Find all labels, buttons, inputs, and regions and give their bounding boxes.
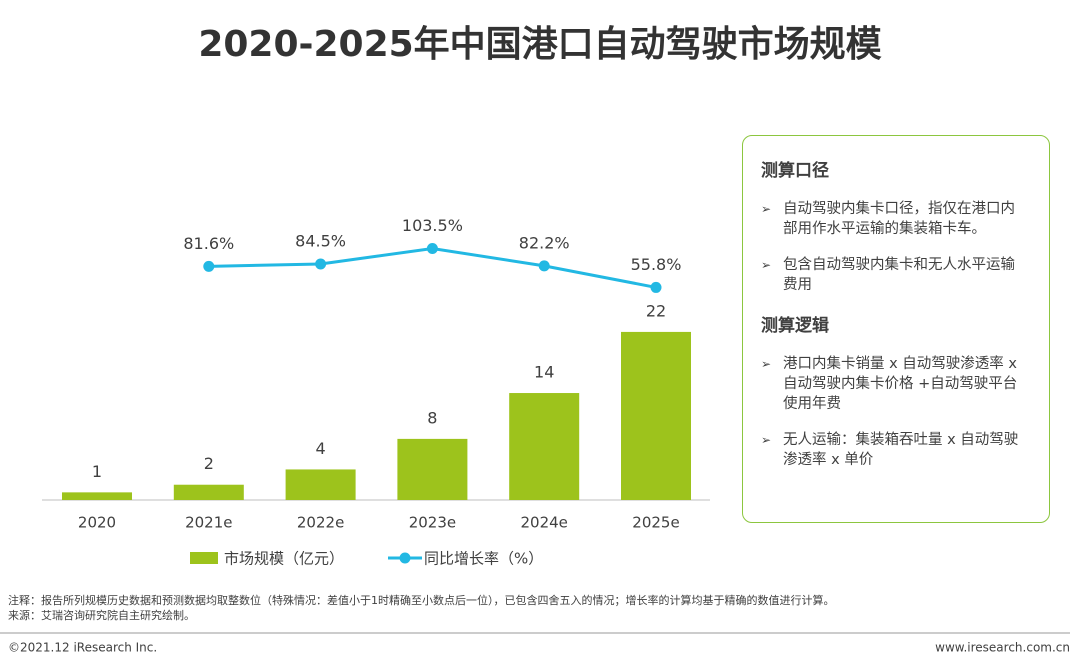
line-value-label: 84.5% [295, 231, 346, 250]
legend-swatch [399, 552, 411, 564]
copyright: ©2021.12 iResearch Inc. [8, 641, 157, 655]
side-panel: 测算口径自动驾驶内集卡口径，指仅在港口内部用作水平运输的集装箱卡车。包含自动驾驶… [742, 135, 1050, 523]
panel-item: 自动驾驶内集卡口径，指仅在港口内部用作水平运输的集装箱卡车。 [761, 199, 1023, 239]
line-value-label: 82.2% [519, 233, 570, 252]
x-tick-label: 2021e [185, 514, 232, 532]
bar-value-label: 4 [316, 439, 326, 458]
legend-swatch [190, 552, 218, 564]
x-tick-label: 2025e [632, 514, 679, 532]
line-marker [650, 281, 662, 293]
line-value-label: 55.8% [631, 255, 682, 274]
bar [62, 492, 132, 500]
bar-value-label: 14 [534, 363, 554, 382]
x-tick-label: 2023e [409, 514, 456, 532]
bar-value-label: 22 [646, 301, 666, 320]
line-marker [538, 260, 550, 272]
x-tick-label: 2022e [297, 514, 344, 532]
bar [397, 438, 468, 500]
bar [621, 331, 691, 500]
line-marker [203, 260, 215, 272]
panel-heading: 测算口径 [761, 161, 829, 181]
website: www.iresearch.com.cn [935, 641, 1070, 655]
bar-value-label: 1 [92, 462, 102, 481]
legend-label: 同比增长率（%） [424, 550, 543, 568]
panel-item: 包含自动驾驶内集卡和无人水平运输费用 [761, 255, 1023, 295]
x-tick-label: 2020 [78, 514, 116, 532]
note: 注释：报告所列规模历史数据和预测数据均取整数位（特殊情况：差值小于1时精确至小数… [8, 594, 835, 607]
bar-value-label: 8 [427, 408, 437, 427]
source: 来源：艾瑞咨询研究院自主研究绘制。 [8, 609, 195, 622]
legend-label: 市场规模（亿元） [224, 550, 344, 568]
bar [173, 484, 244, 500]
line [208, 246, 657, 289]
bar [285, 469, 356, 500]
line-value-label: 81.6% [183, 234, 234, 253]
panel-heading: 测算逻辑 [761, 316, 829, 336]
bar [509, 393, 580, 500]
x-tick-label: 2024e [520, 514, 567, 532]
line-value-label: 103.5% [402, 216, 463, 235]
chart-title: 2020-2025年中国港口自动驾驶市场规模 [198, 24, 881, 65]
bar-value-label: 2 [204, 454, 214, 473]
line-marker [426, 242, 438, 254]
line-marker [315, 258, 327, 270]
panel-item: 无人运输：集装箱吞吐量 x 自动驾驶渗透率 x 单价 [761, 430, 1023, 470]
panel-item: 港口内集卡销量 x 自动驾驶渗透率 x 自动驾驶内集卡价格 +自动驾驶平台使用年… [761, 354, 1023, 414]
